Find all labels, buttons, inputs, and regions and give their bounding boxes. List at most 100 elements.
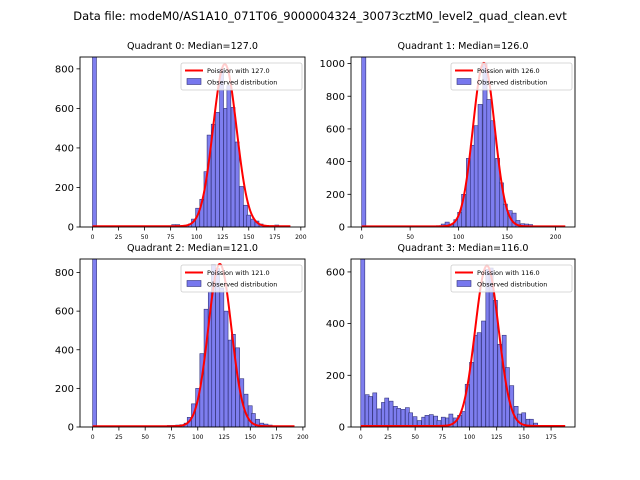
axes-frame bbox=[79, 258, 306, 428]
histogram-bar bbox=[215, 112, 220, 227]
subplot-title: Quadrant 2: Median=121.0 bbox=[127, 243, 258, 254]
legend-box bbox=[180, 62, 303, 91]
x-tick-label: 0 bbox=[360, 234, 364, 241]
histogram-bar bbox=[376, 408, 382, 427]
histogram-bar bbox=[486, 99, 492, 227]
y-tick-label: 600 bbox=[55, 307, 74, 318]
histogram-bar bbox=[372, 392, 378, 427]
y-tick-label: 200 bbox=[326, 190, 345, 201]
histogram-bar bbox=[448, 413, 454, 427]
subplot-quadrant-3: 0 200 400 600 0 25 50 75 100 125 150 175 Quadrant 3:… bbox=[326, 243, 576, 441]
legend: Poission with 126.0 Observed distribution bbox=[450, 62, 573, 91]
x-tick-label: 25 bbox=[384, 434, 392, 441]
legend-box bbox=[180, 264, 303, 293]
subplot-title: Quadrant 0: Median=127.0 bbox=[127, 41, 258, 52]
histogram-bar bbox=[246, 214, 251, 227]
histogram-bar bbox=[400, 409, 406, 427]
histogram-bar bbox=[368, 396, 373, 427]
histogram-bars bbox=[92, 259, 277, 427]
poisson-curve bbox=[92, 63, 291, 227]
x-tick-label: 150 bbox=[518, 434, 530, 441]
histogram-bar bbox=[481, 320, 486, 427]
histogram-bars bbox=[361, 57, 533, 227]
x-tick-label: 100 bbox=[191, 234, 203, 241]
legend-bar-swatch bbox=[456, 78, 472, 85]
x-tick-label: 150 bbox=[245, 434, 257, 441]
legend: Poission with 116.0 Observed distribution bbox=[450, 264, 573, 293]
y-tick-label: 200 bbox=[55, 384, 74, 395]
legend-label-poisson: Poission with 121.0 bbox=[207, 269, 270, 277]
legend-label-observed: Observed distribution bbox=[207, 79, 277, 87]
poisson-curve bbox=[361, 61, 566, 227]
histogram-bar bbox=[239, 186, 244, 227]
legend-bar-swatch bbox=[186, 78, 202, 85]
histogram-bar bbox=[388, 400, 394, 427]
y-tick-label: 0 bbox=[68, 223, 74, 234]
histogram-bar bbox=[408, 412, 413, 427]
x-tick-label: 150 bbox=[501, 234, 513, 241]
x-tick-label: 200 bbox=[550, 234, 562, 241]
legend-label-poisson: Poission with 126.0 bbox=[477, 67, 540, 75]
y-tick-label: 600 bbox=[326, 268, 345, 279]
y-tick-label: 0 bbox=[68, 423, 74, 434]
y-tick-label: 400 bbox=[326, 157, 345, 168]
x-tick-label: 25 bbox=[115, 234, 123, 241]
histogram-bar bbox=[476, 332, 482, 427]
x-tick-label: 25 bbox=[115, 434, 123, 441]
legend-label-observed: Observed distribution bbox=[207, 281, 277, 289]
y-tick-label: 400 bbox=[55, 345, 74, 356]
x-tick-label: 200 bbox=[297, 434, 309, 441]
subplot-quadrant-1: 0 200 400 600 800 1000 0 50 100 150 200 Quadrant 1:… bbox=[320, 41, 576, 241]
figure-suptitle: Data file: modeM0/AS1A10_071T06_90000043… bbox=[73, 9, 567, 23]
y-tick-label: 0 bbox=[339, 423, 345, 434]
histogram-bar bbox=[219, 287, 225, 427]
x-tick-label: 175 bbox=[269, 234, 281, 241]
histogram-bar bbox=[424, 415, 430, 427]
y-tick-label: 0 bbox=[339, 223, 345, 234]
x-tick-label: 125 bbox=[491, 434, 503, 441]
y-tick-label: 400 bbox=[326, 319, 345, 330]
x-tick-label: 0 bbox=[91, 234, 95, 241]
x-tick-label: 50 bbox=[141, 234, 149, 241]
subplot-quadrant-0: 0 200 400 600 800 0 25 50 75 100 125 150 175 200 Quadr… bbox=[55, 41, 307, 241]
legend-box bbox=[450, 264, 573, 293]
x-tick-label: 50 bbox=[411, 434, 419, 441]
y-tick-label: 800 bbox=[55, 268, 74, 279]
x-tick-label: 75 bbox=[167, 234, 175, 241]
y-tick-label: 800 bbox=[326, 92, 345, 103]
x-tick-label: 0 bbox=[91, 434, 95, 441]
histogram-bar bbox=[473, 125, 479, 227]
histogram-bar bbox=[360, 259, 366, 427]
histogram-bar bbox=[477, 104, 483, 227]
histogram-bar bbox=[219, 68, 224, 227]
y-tick-label: 200 bbox=[326, 371, 345, 382]
x-tick-label: 175 bbox=[271, 434, 283, 441]
histogram-bar bbox=[92, 259, 97, 427]
y-tick-label: 400 bbox=[55, 144, 74, 155]
y-tick-label: 1000 bbox=[320, 59, 345, 70]
histogram-bar bbox=[490, 120, 496, 227]
histogram-bars bbox=[360, 259, 555, 427]
legend: Poission with 121.0 Observed distribution bbox=[180, 264, 303, 293]
histogram-bar bbox=[234, 141, 240, 227]
x-tick-label: 175 bbox=[545, 434, 557, 441]
subplot-quadrant-2: 0 200 400 600 800 0 25 50 75 100 125 150 175 200 Quadr… bbox=[55, 243, 309, 441]
x-tick-label: 50 bbox=[141, 434, 149, 441]
histogram-bar bbox=[529, 418, 534, 427]
histogram-bar bbox=[230, 107, 236, 227]
x-tick-label: 200 bbox=[295, 234, 307, 241]
x-tick-label: 75 bbox=[439, 434, 447, 441]
histogram-bar bbox=[223, 310, 229, 427]
legend-label-poisson: Poission with 127.0 bbox=[207, 67, 270, 75]
legend-bar-swatch bbox=[456, 280, 472, 287]
x-tick-label: 100 bbox=[464, 434, 476, 441]
subplot-title: Quadrant 3: Median=116.0 bbox=[397, 243, 528, 254]
histogram-bar bbox=[92, 57, 97, 227]
y-tick-label: 600 bbox=[326, 125, 345, 136]
legend-box bbox=[450, 62, 573, 91]
y-tick-label: 800 bbox=[55, 64, 74, 75]
axes-frame bbox=[350, 56, 576, 228]
x-tick-label: 125 bbox=[217, 234, 229, 241]
legend-label-poisson: Poission with 116.0 bbox=[477, 269, 540, 277]
